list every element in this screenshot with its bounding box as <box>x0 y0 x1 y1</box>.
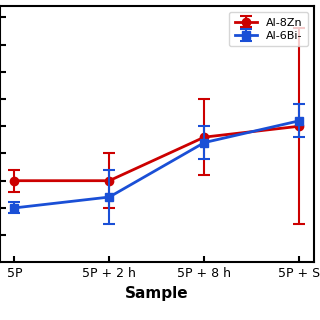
Legend: Al-8Zn, Al-6Bi-: Al-8Zn, Al-6Bi- <box>229 12 308 46</box>
X-axis label: Sample: Sample <box>125 286 188 301</box>
